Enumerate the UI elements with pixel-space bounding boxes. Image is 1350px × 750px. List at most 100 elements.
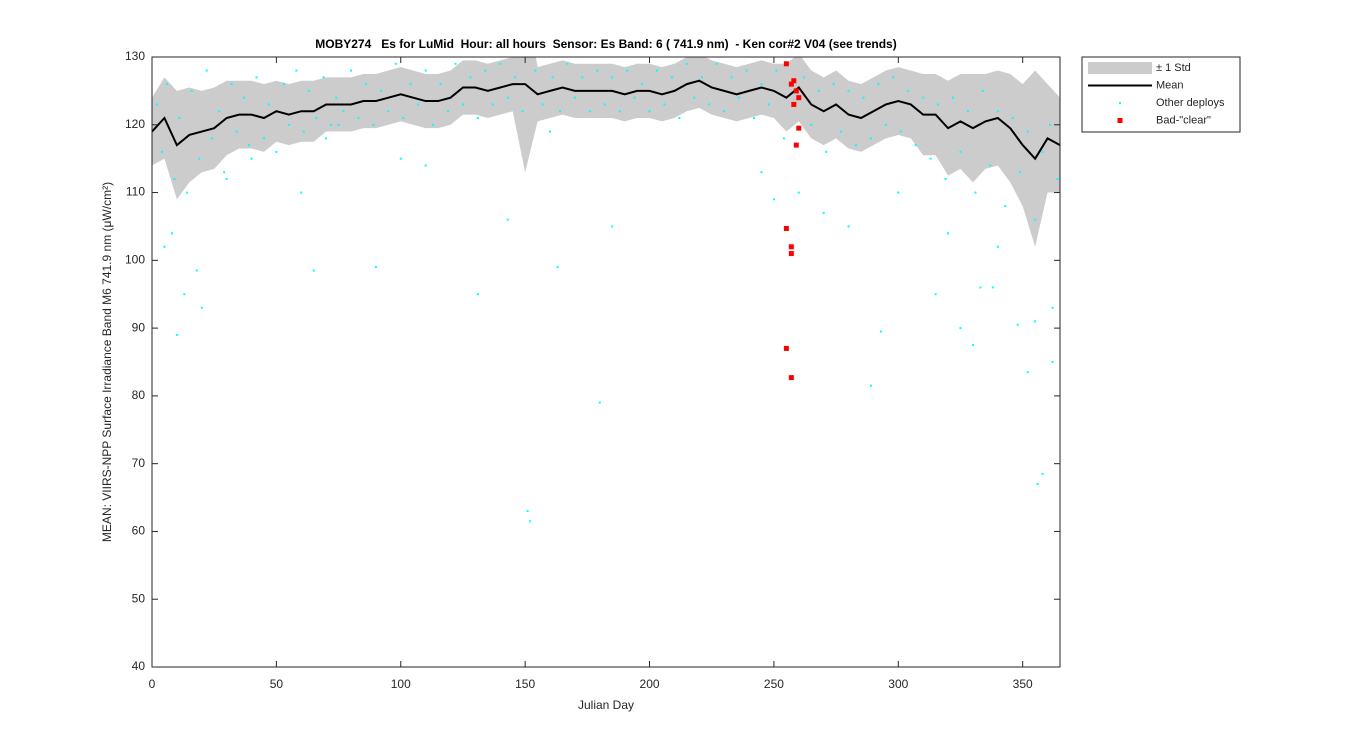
scatter-point [526, 510, 529, 513]
x-tick-label: 50 [270, 677, 284, 691]
scatter-point [788, 81, 794, 87]
scatter-point [469, 76, 472, 79]
scatter-point [796, 125, 802, 131]
scatter-point [611, 225, 614, 228]
scatter-point [379, 89, 382, 92]
scatter-point [225, 178, 228, 180]
scatter-point [190, 89, 193, 92]
scatter-point [350, 69, 353, 72]
scatter-point [952, 96, 955, 99]
scatter-point [648, 110, 651, 113]
scatter-point [678, 117, 681, 119]
scatter-point [767, 103, 770, 106]
scatter-point [1041, 472, 1044, 475]
scatter-point [409, 83, 412, 86]
scatter-point [708, 103, 711, 106]
scatter-point [461, 103, 464, 106]
scatter-point [685, 62, 688, 65]
axes-box [151, 56, 1061, 668]
scatter-point [772, 198, 775, 201]
scatter-point [307, 89, 310, 92]
scatter-point [357, 117, 360, 119]
legend-label: Bad-"clear" [1156, 114, 1211, 126]
scatter-point [996, 245, 999, 248]
scatter-point [760, 171, 763, 174]
scatter-point [248, 144, 251, 147]
scatter-point [783, 61, 789, 67]
plot-area [152, 57, 1060, 523]
scatter-point [476, 117, 479, 119]
scatter-point [937, 103, 940, 106]
scatter-point [302, 130, 305, 133]
scatter-point [491, 103, 494, 106]
scatter-point [514, 76, 517, 79]
scatter-point [223, 171, 226, 174]
y-tick-label: 70 [132, 456, 146, 470]
scatter-point [760, 83, 763, 86]
scatter-point [1004, 205, 1007, 208]
scatter-point [641, 83, 644, 86]
x-axis-label: Julian Day [578, 698, 634, 712]
scatter-point [817, 89, 820, 92]
scatter-point [793, 142, 799, 148]
y-tick-label: 130 [125, 49, 145, 63]
scatter-point [1016, 323, 1019, 326]
scatter-point [255, 76, 258, 79]
scatter-point [205, 69, 208, 72]
scatter-point [822, 211, 825, 214]
scatter-point [788, 244, 794, 250]
scatter-point [330, 123, 333, 126]
scatter-point [581, 76, 584, 79]
scatter-point [160, 150, 163, 153]
scatter-point [802, 76, 805, 79]
scatter-point [566, 62, 569, 65]
scatter-point [596, 69, 599, 72]
scatter-point [825, 150, 828, 153]
scatter-point [971, 344, 974, 347]
scatter-point [558, 110, 561, 113]
scatter-point [387, 110, 390, 113]
scatter-point [287, 123, 290, 126]
scatter-point [788, 251, 794, 257]
scatter-point [322, 76, 325, 79]
x-tick-label: 250 [764, 677, 784, 691]
scatter-point [862, 96, 865, 99]
scatter-point [1026, 371, 1029, 374]
scatter-point [521, 110, 524, 113]
scatter-point [934, 293, 937, 296]
scatter-point [663, 103, 666, 106]
scatter-point [325, 137, 328, 140]
scatter-point [394, 62, 397, 65]
scatter-point [476, 293, 479, 296]
scatter-point [218, 110, 221, 113]
scatter-point [175, 333, 178, 336]
scatter-point [588, 110, 591, 113]
scatter-point [295, 69, 298, 72]
scatter-point [1036, 483, 1039, 485]
scatter-point [810, 123, 813, 126]
scatter-point [335, 96, 338, 99]
scatter-point [210, 137, 213, 140]
scatter-point [1011, 117, 1014, 119]
y-tick-label: 120 [125, 117, 145, 131]
scatter-point [275, 150, 278, 153]
scatter-point [603, 103, 606, 106]
scatter-point [230, 83, 233, 86]
scatter-point [922, 96, 925, 99]
scatter-point [417, 103, 420, 106]
scatter-point [907, 89, 910, 92]
scatter-point [163, 245, 166, 248]
y-axis-label: MEAN: VIIRS-NPP Surface Irradiance Band … [100, 182, 114, 542]
scatter-point [424, 69, 427, 72]
scatter-point [300, 191, 303, 194]
scatter-point [506, 218, 509, 221]
scatter-point [399, 157, 402, 160]
scatter-point [700, 76, 703, 79]
scatter-point [782, 137, 785, 140]
legend: ± 1 Std Mean Other deploys Bad-"clear" [1081, 56, 1241, 133]
scatter-point [315, 117, 318, 119]
scatter-point [250, 157, 253, 160]
scatter-point [529, 520, 532, 523]
scatter-point [1041, 150, 1044, 153]
scatter-point [633, 96, 636, 99]
